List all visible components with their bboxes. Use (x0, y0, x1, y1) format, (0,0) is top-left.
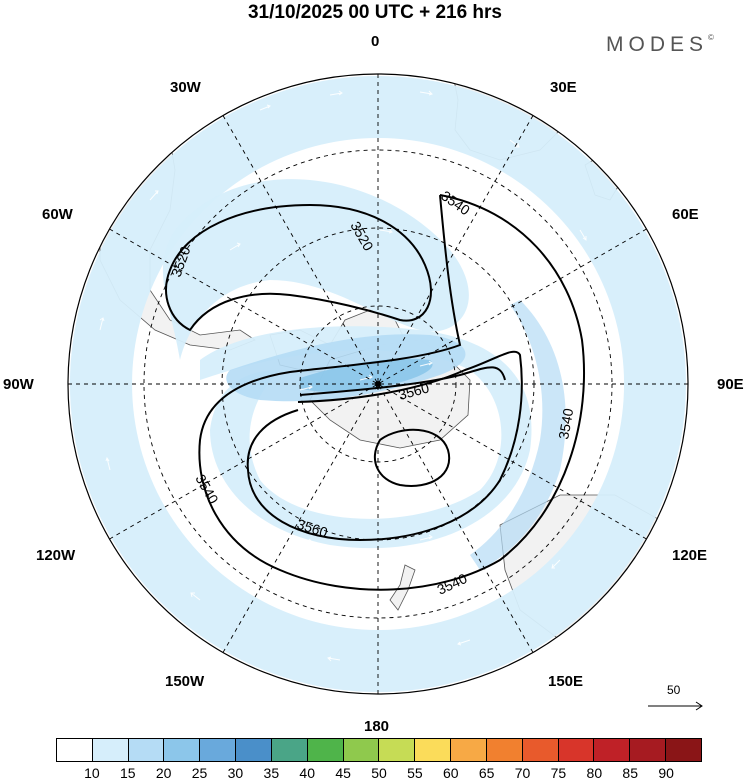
colorbar-segment (57, 739, 93, 761)
colorbar-tick-label: 65 (478, 765, 495, 781)
copyright-mark: © (708, 33, 714, 42)
colorbar-tick-label: 15 (119, 765, 136, 781)
new-zealand-land (389, 564, 416, 611)
colorbar-tick-label: 75 (550, 765, 567, 781)
contour-3560 (299, 366, 506, 396)
lon-label-120e: 120E (672, 547, 708, 564)
lon-label-0: 0 (371, 33, 380, 50)
east-jet-band (470, 300, 566, 570)
colorbar-tick-label: 80 (586, 765, 603, 781)
lon-label-120w: 120W (36, 547, 76, 564)
lon-label-180: 180 (364, 718, 390, 735)
colorbar-tick-label: 25 (191, 765, 208, 781)
colorbar-segment (522, 739, 559, 761)
lon-label-60e: 60E (672, 206, 699, 223)
arrow-right-icon (648, 701, 703, 711)
colorbar-tick-label: 60 (442, 765, 459, 781)
colorbar-segment (164, 739, 201, 761)
brand-text: MODES (606, 33, 709, 56)
map-title: 31/10/2025 00 UTC + 216 hrs (247, 2, 503, 23)
colorbar-segment (630, 739, 667, 761)
colorbar-tick-label: 55 (407, 765, 423, 781)
lon-label-150e: 150E (548, 673, 584, 690)
lon-label-90w: 90W (3, 376, 34, 393)
colorbar-tick-label: 30 (227, 765, 244, 781)
contour-3540-inner (246, 350, 523, 542)
colorbar-tick-label: 35 (263, 765, 280, 781)
colorbar-tick-label: 20 (155, 765, 172, 781)
colorbar-tick-label: 70 (514, 765, 531, 781)
lon-label-30w: 30W (170, 79, 201, 96)
colorbar-tick-label: 50 (371, 765, 387, 781)
map-disc: 3520 3520 3540 3540 3540 3540 3560 3560 (68, 74, 688, 694)
colorbar-tick-label: 85 (622, 765, 639, 781)
colorbar-ticks: 10 15 20 25 30 35 40 45 50 55 60 65 70 75 80 85 90 (56, 765, 702, 782)
colorbar-tick-label: 45 (335, 765, 351, 781)
contour-label: 3540 (438, 187, 473, 218)
vector-reference-label: 50 (667, 683, 681, 697)
colorbar-segment (558, 739, 595, 761)
colorbar-segment (92, 739, 129, 761)
colorbar-tick-label: 10 (84, 765, 100, 781)
inner-jet-band (162, 179, 469, 360)
spiral-jet-band (200, 326, 532, 549)
colorbar-segment (486, 739, 523, 761)
colorbar-tick-label: 90 (658, 765, 674, 781)
colorbar-segment (666, 739, 701, 761)
wind-vectors (99, 90, 614, 662)
lon-label-60w: 60W (42, 206, 73, 223)
contour-3520 (165, 203, 432, 332)
colorbar (56, 738, 702, 762)
colorbar-segment (415, 739, 452, 761)
contour-3540 (198, 194, 585, 591)
colorbar-segment (594, 739, 631, 761)
colorbar-segment (379, 739, 416, 761)
lon-label-150w: 150W (165, 673, 205, 690)
pole-marker (375, 381, 381, 387)
graticule (68, 74, 688, 694)
tasmania-land (559, 649, 576, 666)
lon-label-90e: 90E (717, 376, 744, 393)
brand-logo: MODES© (606, 33, 714, 57)
colorbar-segment (236, 739, 272, 761)
contour-label: 3540 (435, 570, 470, 598)
contour-label: 3540 (555, 407, 576, 441)
colorbar-segment (200, 739, 237, 761)
lon-label-30e: 30E (550, 79, 577, 96)
colorbar-tick-label: 40 (299, 765, 316, 781)
colorbar-segment (128, 739, 165, 761)
colorbar-segment (271, 739, 308, 761)
contour-label: 3560 (397, 379, 431, 403)
colorbar-segment (343, 739, 380, 761)
contour-label: 3540 (192, 472, 222, 507)
wind-speed-shading (69, 76, 686, 693)
height-contours (165, 194, 585, 591)
map-outline (67, 73, 689, 695)
colorbar-segment (307, 739, 344, 761)
colorbar-segment (451, 739, 487, 761)
